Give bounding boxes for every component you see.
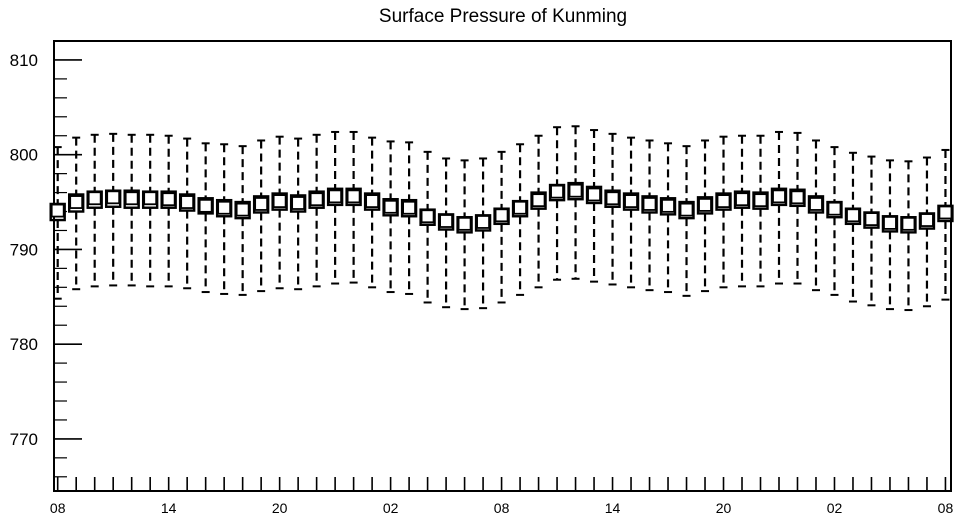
median-marker	[809, 197, 823, 211]
median-marker	[235, 202, 250, 217]
median-marker	[864, 212, 879, 227]
median-marker	[383, 199, 398, 214]
plot-frame	[53, 40, 952, 492]
median-marker	[143, 191, 158, 206]
median-marker	[827, 201, 842, 216]
median-marker	[476, 215, 490, 229]
median-marker	[920, 213, 934, 227]
x-tick-label: 08	[494, 500, 510, 516]
y-tick-label: 780	[10, 335, 38, 354]
x-tick-label: 20	[716, 500, 732, 516]
chart-title: Surface Pressure of Kunming	[379, 6, 627, 27]
median-marker	[180, 195, 195, 209]
median-marker	[624, 194, 638, 209]
median-marker	[568, 183, 583, 198]
x-tick-label: 02	[827, 500, 843, 516]
median-marker	[69, 195, 84, 209]
median-marker	[198, 198, 213, 213]
median-marker	[938, 205, 953, 220]
box-iqr	[67, 193, 85, 213]
y-tick-label: 800	[10, 146, 38, 165]
median-marker	[846, 208, 860, 223]
median-marker	[309, 192, 324, 207]
median-marker	[457, 216, 472, 231]
y-tick-label: 770	[10, 430, 38, 449]
median-marker	[217, 200, 232, 215]
median-marker	[365, 194, 380, 209]
median-marker	[753, 193, 768, 208]
median-marker	[346, 189, 361, 204]
median-marker	[716, 194, 731, 209]
box-iqr	[123, 189, 140, 209]
median-marker	[901, 216, 916, 231]
median-marker	[50, 203, 65, 218]
median-marker	[513, 200, 527, 215]
median-marker	[106, 190, 121, 205]
median-marker	[661, 198, 675, 213]
x-tick-label: 14	[605, 500, 621, 516]
x-tick-label: 08	[50, 500, 66, 516]
median-marker	[679, 202, 694, 217]
median-marker	[328, 189, 343, 204]
median-marker	[124, 191, 139, 206]
median-marker	[272, 194, 287, 209]
x-tick-label: 14	[161, 500, 177, 516]
median-marker	[698, 197, 712, 212]
y-tick-label: 790	[10, 240, 38, 259]
median-marker	[735, 192, 749, 207]
median-marker	[161, 192, 176, 207]
y-tick-label: 810	[10, 51, 38, 70]
plot-area: 770 780 790 800 810 08 14 20 02 08 14 20 02 08	[10, 40, 954, 516]
median-marker	[790, 190, 805, 205]
median-marker	[587, 187, 601, 202]
x-tick-label: 20	[272, 500, 288, 516]
median-marker	[402, 200, 417, 215]
median-marker	[642, 197, 657, 211]
median-marker	[254, 197, 269, 211]
x-tick-label: 08	[938, 500, 954, 516]
median-marker	[772, 189, 786, 204]
median-marker	[883, 215, 897, 230]
median-marker	[439, 214, 453, 228]
x-tick-label: 02	[383, 500, 399, 516]
median-marker	[494, 208, 509, 223]
median-marker	[420, 209, 435, 224]
median-marker	[291, 196, 306, 210]
median-marker	[87, 191, 102, 206]
median-marker	[605, 191, 620, 206]
median-marker	[550, 184, 564, 199]
median-marker	[531, 193, 546, 208]
